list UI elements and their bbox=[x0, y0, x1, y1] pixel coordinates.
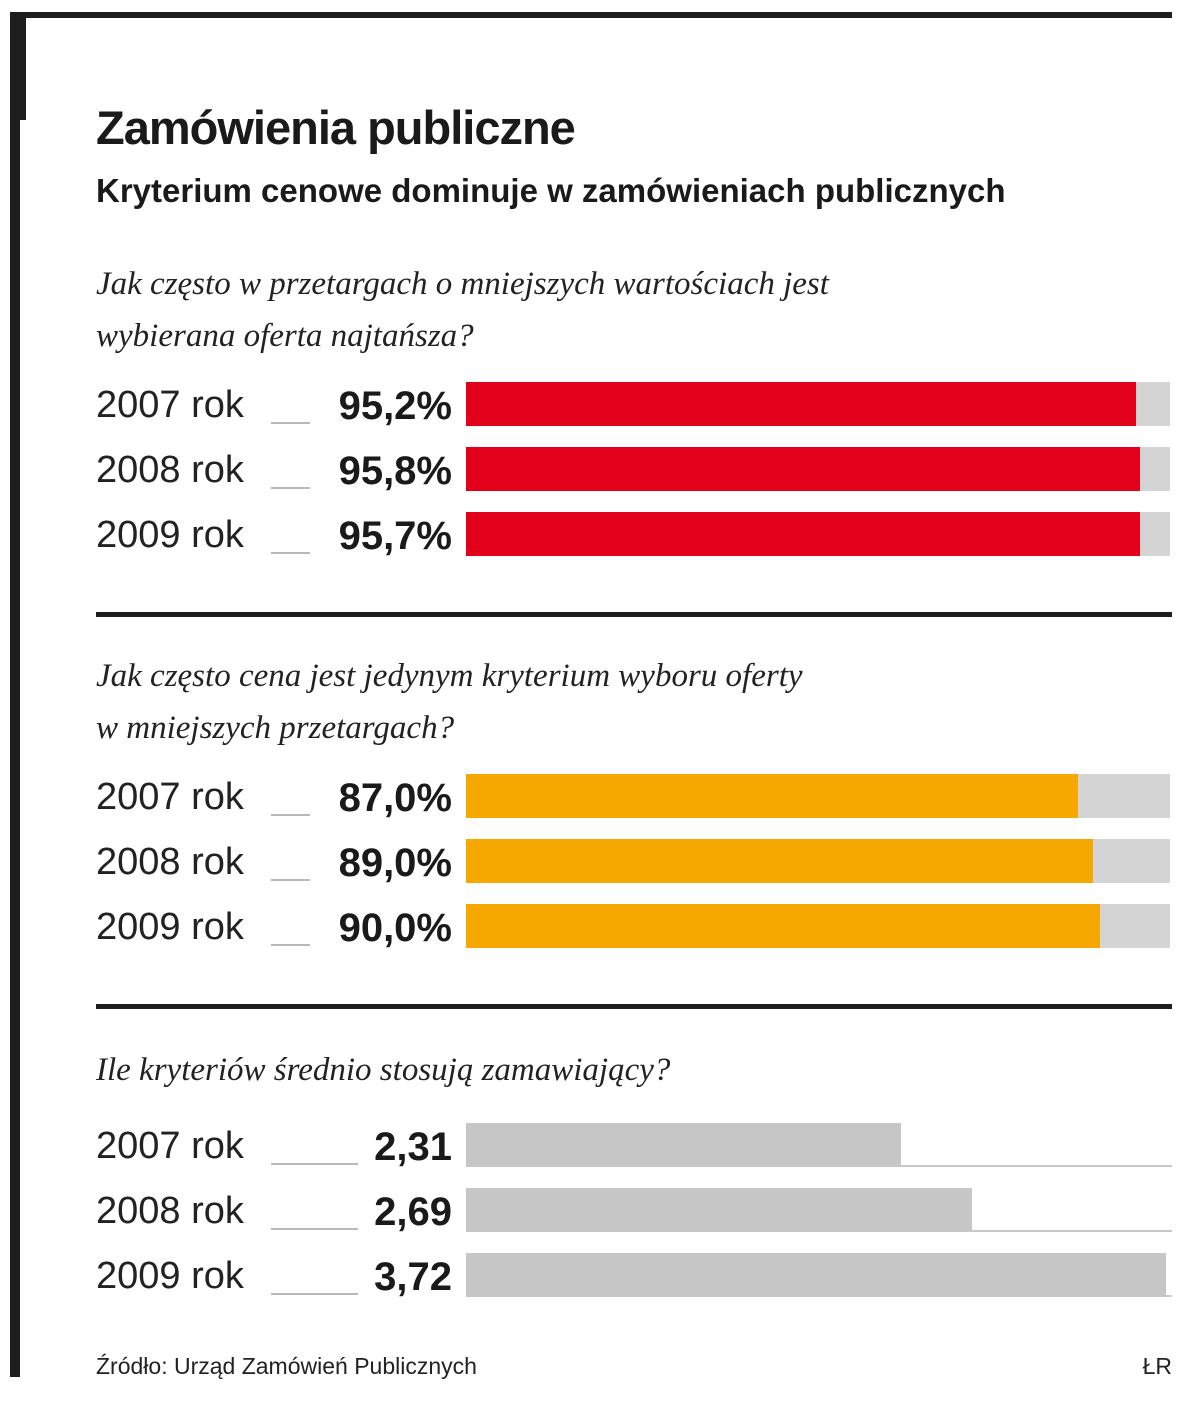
data-label: 89,0% bbox=[338, 841, 452, 885]
author-initials: ŁR bbox=[1142, 1353, 1172, 1379]
bar bbox=[466, 1253, 1166, 1297]
category-label: 2007 rok bbox=[96, 384, 244, 426]
bar bbox=[466, 1123, 901, 1167]
question-2-line-2: w mniejszych przetargach? bbox=[96, 710, 455, 746]
bar-track bbox=[466, 1123, 1166, 1167]
category-label: 2007 rok bbox=[96, 1125, 244, 1167]
bar bbox=[466, 512, 1140, 556]
leader-line bbox=[271, 944, 310, 946]
bar-row: 2009 rok 90,0% bbox=[96, 904, 1172, 952]
bar-track bbox=[466, 382, 1170, 426]
bar-row: 2007 rok 2,31 bbox=[96, 1123, 1172, 1171]
bar bbox=[466, 447, 1141, 491]
bar-row: 2009 rok 3,72 bbox=[96, 1253, 1172, 1301]
bar bbox=[466, 1188, 973, 1232]
bar-track bbox=[466, 1188, 1166, 1232]
question-1-line-1: Jak często w przetargach o mniejszych wa… bbox=[96, 266, 829, 302]
bar bbox=[466, 382, 1137, 426]
source-note: Źródło: Urząd Zamówień Publicznych bbox=[96, 1353, 477, 1379]
chart-title: Zamówienia publiczne bbox=[96, 101, 576, 154]
data-label: 95,7% bbox=[338, 514, 452, 558]
bar-row: 2009 rok 95,7% bbox=[96, 512, 1172, 560]
question-1: Jak często w przetargach o mniejszych wa… bbox=[96, 258, 829, 362]
bar-track bbox=[466, 839, 1170, 883]
leader-line bbox=[271, 879, 310, 881]
leader-line bbox=[271, 422, 310, 424]
question-1-line-2: wybierana oferta najtańsza? bbox=[96, 318, 474, 354]
bar-row: 2007 rok 95,2% bbox=[96, 382, 1172, 430]
bar-track bbox=[466, 1253, 1166, 1297]
section-divider-1 bbox=[96, 612, 1172, 617]
bar bbox=[466, 839, 1093, 883]
bar-row: 2008 rok 95,8% bbox=[96, 447, 1172, 495]
bar-row: 2008 rok 2,69 bbox=[96, 1188, 1172, 1236]
bar-row: 2008 rok 89,0% bbox=[96, 839, 1172, 887]
leader-line bbox=[271, 1293, 358, 1295]
bar bbox=[466, 904, 1100, 948]
category-label: 2008 rok bbox=[96, 1190, 244, 1232]
category-label: 2009 rok bbox=[96, 514, 244, 556]
category-label: 2008 rok bbox=[96, 449, 244, 491]
data-label: 90,0% bbox=[338, 906, 452, 950]
frame-left-bar bbox=[10, 12, 20, 1377]
leader-line bbox=[271, 552, 310, 554]
question-3-line-1: Ile kryteriów średnio stosują zamawiając… bbox=[96, 1052, 671, 1088]
data-label: 2,69 bbox=[374, 1190, 452, 1234]
data-label: 2,31 bbox=[374, 1125, 452, 1169]
leader-line bbox=[271, 1163, 358, 1165]
bar bbox=[466, 774, 1079, 818]
category-label: 2009 rok bbox=[96, 1255, 244, 1297]
leader-line bbox=[271, 487, 310, 489]
data-label: 95,8% bbox=[338, 449, 452, 493]
bar-track bbox=[466, 774, 1170, 818]
bar-track bbox=[466, 904, 1170, 948]
section-divider-2 bbox=[96, 1004, 1172, 1009]
data-label: 87,0% bbox=[338, 776, 452, 820]
frame-top-bar bbox=[20, 12, 1172, 18]
data-label: 3,72 bbox=[374, 1255, 452, 1299]
leader-line bbox=[271, 814, 310, 816]
chart-subtitle: Kryterium cenowe dominuje w zamówieniach… bbox=[96, 172, 1006, 209]
bar-row: 2007 rok 87,0% bbox=[96, 774, 1172, 822]
data-label: 95,2% bbox=[338, 384, 452, 428]
category-label: 2007 rok bbox=[96, 776, 244, 818]
bar-track bbox=[466, 447, 1170, 491]
frame-corner-block bbox=[10, 12, 26, 120]
category-label: 2009 rok bbox=[96, 906, 244, 948]
question-2: Jak często cena jest jedynym kryterium w… bbox=[96, 650, 803, 754]
category-label: 2008 rok bbox=[96, 841, 244, 883]
question-2-line-1: Jak często cena jest jedynym kryterium w… bbox=[96, 658, 803, 694]
bar-track bbox=[466, 512, 1170, 556]
question-3: Ile kryteriów średnio stosują zamawiając… bbox=[96, 1044, 670, 1096]
leader-line bbox=[271, 1228, 358, 1230]
